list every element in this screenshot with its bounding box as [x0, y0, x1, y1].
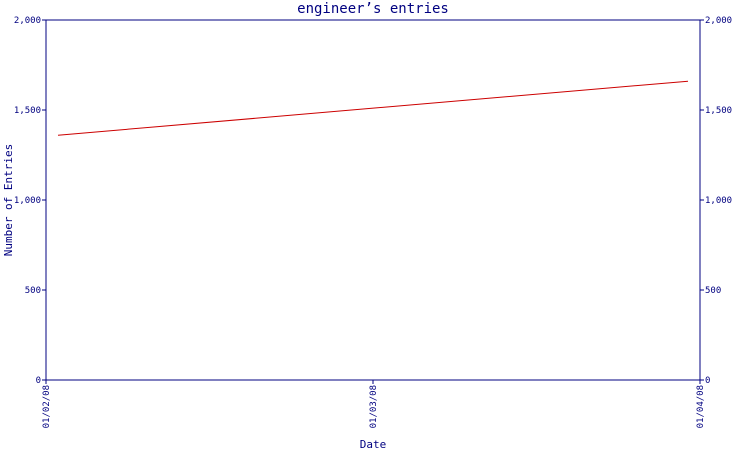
plot-area-frame [45, 19, 701, 381]
y-axis-label: Number of Entries [2, 144, 15, 257]
y-tick-label-left: 0 [36, 376, 41, 386]
x-axis-label: Date [360, 438, 387, 450]
x-tick-label: 01/04/08 [696, 385, 706, 428]
y-axis-left: 0 500 1,000 1,500 2,000 [14, 16, 46, 386]
y-tick-label-left: 2,000 [14, 16, 41, 26]
chart-title: engineer’s entries [297, 1, 449, 17]
x-tick-label: 01/02/08 [42, 385, 52, 428]
y-tick-label-left: 1,500 [14, 106, 41, 116]
x-axis: 01/02/08 01/03/08 01/04/08 [42, 380, 706, 428]
x-tick-label: 01/03/08 [369, 385, 379, 428]
y-tick-label-right: 2,000 [705, 16, 732, 26]
y-tick-label-right: 0 [705, 376, 710, 386]
y-tick-label-left: 1,000 [14, 196, 41, 206]
y-tick-label-right: 1,500 [705, 106, 732, 116]
series-line [57, 80, 689, 136]
y-tick-label-right: 1,000 [705, 196, 732, 206]
series-layer [57, 80, 689, 136]
y-tick-label-right: 500 [705, 286, 721, 296]
y-axis-right: 0 500 1,000 1,500 2,000 [700, 16, 732, 386]
y-tick-label-left: 500 [25, 286, 41, 296]
